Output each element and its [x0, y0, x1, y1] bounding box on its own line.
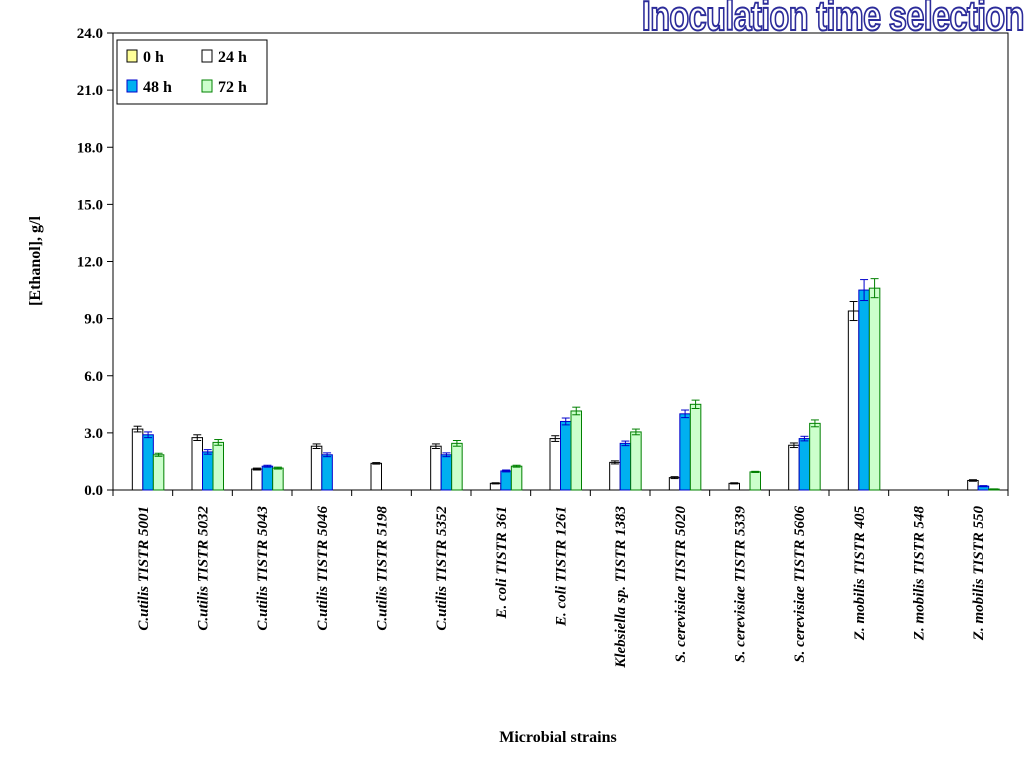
bar — [560, 420, 572, 491]
bar — [967, 479, 979, 491]
x-category-label: S. cerevisiae TISTR 5339 — [733, 506, 749, 663]
bar — [202, 451, 214, 491]
bar — [251, 468, 263, 491]
bar — [272, 467, 284, 491]
bar — [321, 454, 333, 491]
x-category-label: C.utilis TISTR 5032 — [196, 506, 212, 631]
bar — [212, 441, 224, 491]
bar — [630, 431, 642, 491]
bar — [191, 437, 203, 491]
bar — [788, 444, 800, 491]
legend-box — [116, 39, 268, 105]
x-category-label: C.utilis TISTR 5043 — [255, 506, 271, 631]
y-tick-label: 0.0 — [84, 483, 103, 499]
x-category-label: C.utilis TISTR 5352 — [434, 506, 450, 631]
legend-label: 48 h — [143, 79, 172, 96]
bar — [749, 471, 761, 491]
y-tick-label: 6.0 — [84, 369, 103, 385]
bar — [451, 442, 463, 491]
x-category-label: C.utilis TISTR 5046 — [315, 506, 331, 631]
legend-label: 24 h — [218, 49, 247, 66]
bar — [510, 465, 523, 491]
bar — [142, 434, 154, 491]
y-tick-label: 24.0 — [77, 26, 103, 42]
bar — [152, 454, 165, 491]
bar — [668, 477, 681, 491]
bar — [430, 445, 442, 491]
bar — [549, 438, 561, 491]
y-tick-label: 15.0 — [77, 197, 103, 213]
x-category-label: Z. mobilis TISTR 405 — [852, 506, 868, 642]
legend-swatch — [126, 79, 138, 93]
bar — [679, 413, 691, 491]
x-category-label: E. coli TISTR 1261 — [554, 506, 570, 627]
y-tick-label: 12.0 — [77, 255, 103, 271]
x-category-label: Z. mobilis TISTR 550 — [971, 506, 987, 642]
legend: 0 h 24 h 48 h 72 h — [116, 39, 268, 105]
x-category-label: Z. mobilis TISTR 548 — [912, 506, 928, 642]
bar — [261, 465, 274, 491]
legend-swatch — [201, 79, 213, 93]
bar — [798, 438, 811, 491]
x-axis-title: Microbial strains — [499, 729, 616, 746]
bar — [609, 461, 621, 491]
bar — [868, 287, 881, 491]
x-category-label: E. coli TISTR 361 — [494, 506, 510, 620]
x-category-label: C.utilis TISTR 5001 — [136, 506, 152, 631]
x-axis: C.utilis TISTR 5001 C.utilis TISTR 5032 C.… — [112, 490, 1009, 669]
legend-label: 0 h — [143, 49, 164, 66]
bar — [370, 462, 382, 491]
y-tick-label: 21.0 — [77, 83, 103, 99]
bar — [131, 428, 144, 491]
bar — [847, 310, 860, 491]
x-category-label: Klebsiella sp. TISTR 1383 — [613, 506, 629, 669]
bars — [131, 278, 1000, 491]
bar — [858, 289, 870, 491]
bar — [689, 403, 702, 491]
y-tick-label: 3.0 — [84, 426, 103, 442]
y-tick-label: 18.0 — [77, 140, 103, 156]
bar — [809, 422, 821, 491]
x-category-label: C.utilis TISTR 5198 — [375, 506, 391, 631]
bar — [500, 470, 512, 491]
y-axis-title: [Ethanol], g/l — [27, 216, 44, 306]
bar — [310, 445, 323, 491]
legend-swatch — [126, 49, 138, 63]
bar — [440, 454, 453, 491]
x-category-label: S. cerevisiae TISTR 5606 — [792, 506, 808, 663]
bar — [619, 442, 632, 491]
legend-label: 72 h — [218, 79, 247, 96]
x-category-label: S. cerevisiae TISTR 5020 — [673, 506, 689, 663]
legend-swatch — [201, 49, 213, 63]
y-tick-label: 9.0 — [84, 312, 103, 328]
bar — [570, 410, 582, 491]
